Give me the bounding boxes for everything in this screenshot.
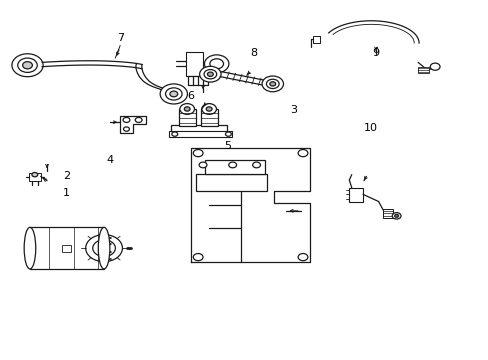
Circle shape	[228, 162, 236, 168]
Circle shape	[266, 79, 279, 89]
Ellipse shape	[98, 227, 110, 269]
Circle shape	[207, 72, 213, 76]
Bar	[200, 109, 217, 126]
Circle shape	[298, 253, 307, 261]
Circle shape	[262, 76, 283, 92]
Circle shape	[269, 82, 275, 86]
Circle shape	[206, 107, 212, 111]
Circle shape	[123, 117, 130, 122]
Circle shape	[199, 66, 221, 82]
Text: 8: 8	[250, 48, 257, 58]
Text: 5: 5	[224, 141, 230, 151]
Circle shape	[184, 107, 190, 111]
Circle shape	[93, 240, 115, 256]
Circle shape	[225, 132, 231, 136]
Text: 4: 4	[106, 155, 114, 165]
Circle shape	[298, 149, 307, 157]
Bar	[188, 76, 207, 85]
Circle shape	[160, 84, 187, 104]
Circle shape	[165, 88, 182, 100]
Circle shape	[199, 162, 206, 168]
Circle shape	[193, 253, 203, 261]
Text: 3: 3	[289, 105, 296, 115]
Bar	[178, 109, 195, 126]
Bar	[417, 67, 428, 73]
Circle shape	[180, 104, 194, 114]
Bar	[29, 173, 41, 181]
Circle shape	[85, 235, 122, 262]
Text: 7: 7	[116, 33, 123, 43]
Circle shape	[394, 215, 398, 217]
Circle shape	[193, 149, 203, 157]
Bar	[195, 174, 267, 191]
Circle shape	[171, 132, 177, 136]
Circle shape	[429, 63, 439, 70]
Text: 9: 9	[372, 48, 379, 58]
Bar	[61, 245, 71, 252]
Circle shape	[203, 69, 216, 79]
Bar	[168, 131, 232, 137]
Circle shape	[202, 104, 216, 114]
Polygon shape	[120, 116, 145, 134]
Bar	[30, 227, 104, 269]
Circle shape	[135, 117, 142, 122]
Circle shape	[18, 58, 37, 72]
Bar	[171, 125, 227, 132]
Circle shape	[204, 55, 228, 73]
Circle shape	[12, 54, 43, 77]
Bar	[205, 160, 264, 174]
Circle shape	[32, 172, 38, 177]
Circle shape	[123, 127, 129, 131]
Circle shape	[252, 162, 260, 168]
Bar	[348, 188, 362, 202]
Text: 2: 2	[63, 171, 70, 181]
Bar	[383, 209, 392, 218]
Text: 1: 1	[63, 188, 70, 198]
Circle shape	[22, 62, 32, 69]
Text: 6: 6	[187, 91, 194, 101]
Bar	[185, 51, 203, 76]
Ellipse shape	[24, 227, 36, 269]
Circle shape	[209, 59, 223, 69]
Circle shape	[391, 213, 400, 219]
Text: 10: 10	[364, 123, 378, 133]
Bar	[312, 36, 319, 43]
Circle shape	[169, 91, 177, 97]
